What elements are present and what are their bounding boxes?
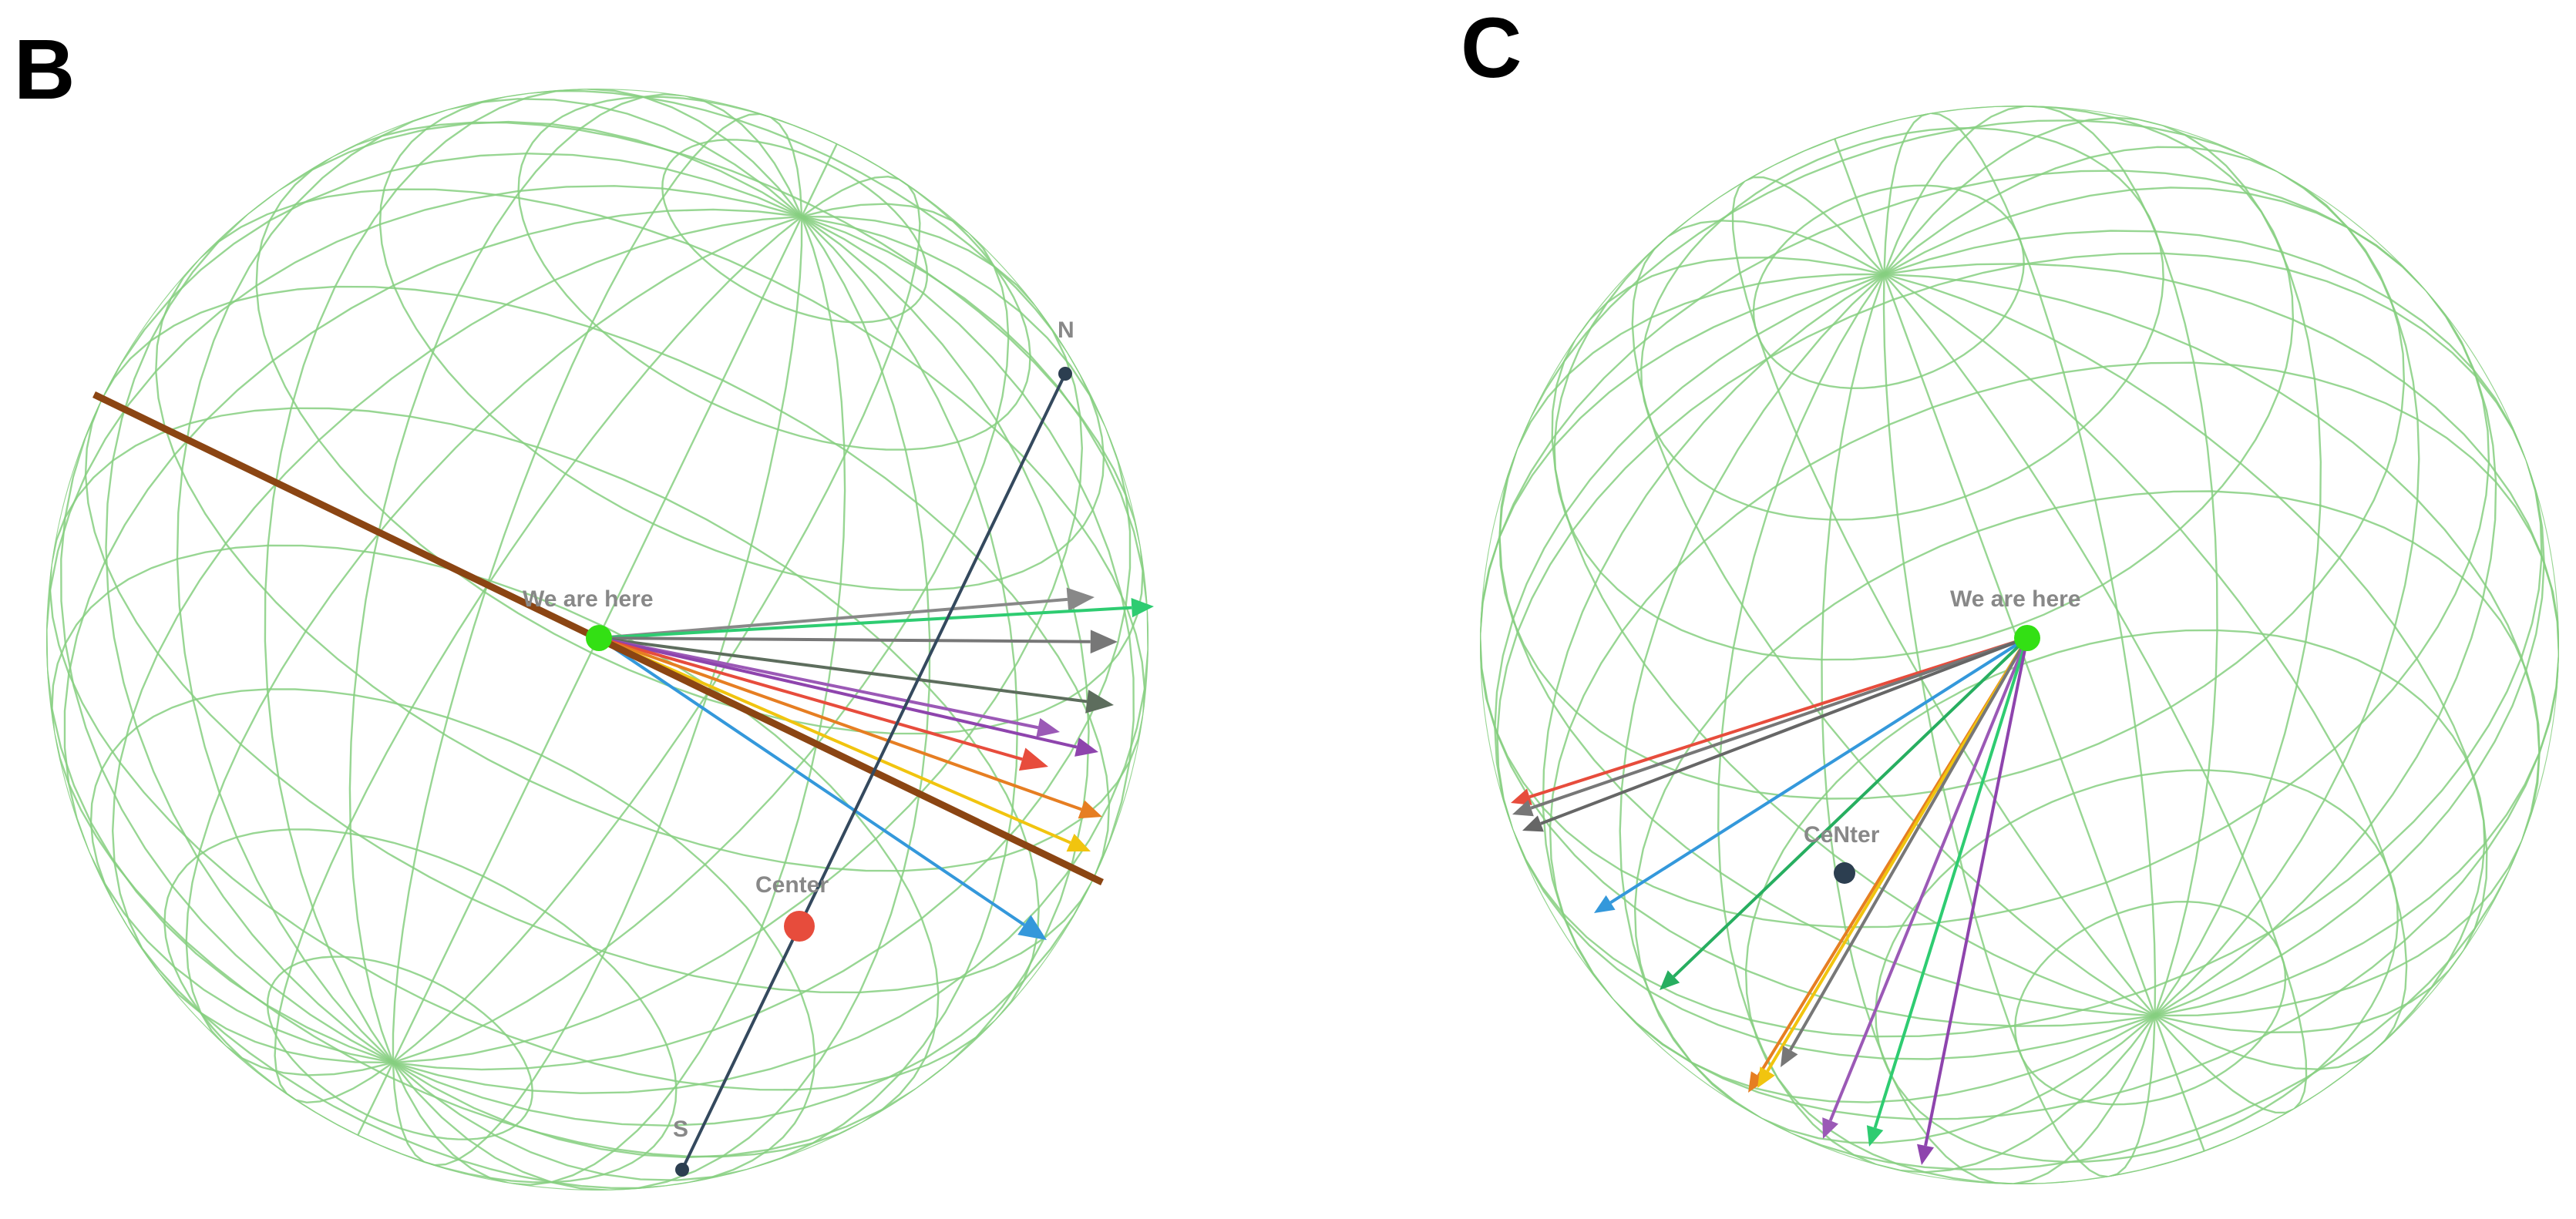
vector-c-1-shaft [1528, 636, 2028, 799]
vector-c-2-head [1512, 800, 1534, 817]
here-marker-b [586, 625, 612, 651]
south-label: S [673, 1117, 688, 1142]
here-label-c: We are here [1950, 586, 2081, 612]
vector-b-3-shaft [598, 636, 1091, 643]
vector-c-1-head [1511, 788, 1532, 805]
vector-b-10-head [1017, 915, 1047, 940]
vector-c-7-head [1757, 1066, 1775, 1088]
sphere-wireframe-c [1480, 106, 2559, 1184]
vector-b-1-head [1066, 587, 1095, 612]
direction-vectors-b [597, 587, 1154, 940]
north-label: N [1058, 317, 1074, 343]
vector-c-5-shaft [1673, 636, 2029, 978]
north-pole-marker [1058, 367, 1072, 381]
vector-c-10-head [1866, 1125, 1884, 1147]
vector-c-5-head [1660, 970, 1680, 990]
vector-c-4-shaft [1609, 636, 2029, 904]
panel-letter-c: C [1461, 1, 1522, 96]
vector-b-2-shaft [598, 606, 1132, 640]
sphere-wireframe-b [46, 89, 1148, 1190]
vector-c-10-shaft [1873, 637, 2029, 1129]
center-label-c: CeNter [1804, 822, 1880, 848]
vector-b-7-head [1018, 747, 1048, 771]
vector-b-8-head [1078, 800, 1102, 819]
vector-c-4-head [1594, 895, 1616, 913]
center-label-b: Center [755, 872, 829, 898]
wireframe-b-meridian [46, 185, 1148, 1094]
vector-c-8-shaft [1789, 637, 2029, 1051]
vector-b-7-shaft [598, 636, 1023, 761]
vector-c-2-shaft [1530, 636, 2028, 810]
panel-b: B N S Center We are here [14, 22, 1154, 1190]
vector-b-9-head [1066, 833, 1091, 852]
here-label-b: We are here [523, 586, 654, 612]
vector-b-5-shaft [598, 636, 1039, 730]
vector-b-9-shaft [598, 636, 1071, 845]
vector-c-9-head [1822, 1117, 1839, 1139]
vector-b-8-shaft [598, 636, 1082, 811]
vector-c-3-head [1522, 815, 1544, 832]
vector-b-4-shaft [598, 636, 1088, 704]
panel-c: C CeNter We are here [1461, 1, 2559, 1184]
vector-b-6-head [1074, 737, 1098, 757]
panel-letter-b: B [14, 22, 75, 117]
vector-c-9-shaft [1828, 637, 2029, 1122]
vector-c-8-head [1781, 1046, 1798, 1067]
vector-c-7-shaft [1766, 636, 2029, 1073]
vector-b-5-head [1036, 717, 1060, 737]
south-pole-marker [675, 1163, 689, 1177]
vector-c-11-head [1917, 1143, 1935, 1165]
center-marker-c [1834, 862, 1855, 884]
here-marker-c [2014, 625, 2040, 651]
vector-b-10-shaft [597, 636, 1025, 926]
wireframe-c-meridian [1542, 186, 2497, 1103]
vector-b-6-shaft [598, 636, 1078, 749]
vector-c-11-shaft [1924, 637, 2029, 1147]
vector-b-3-head [1090, 630, 1118, 654]
rotation-axis [681, 373, 1067, 1170]
vector-b-2-head [1131, 598, 1154, 618]
vector-b-4-head [1085, 690, 1114, 714]
vector-c-6-head [1748, 1071, 1766, 1093]
vector-c-3-shaft [1540, 636, 2028, 825]
vector-b-1-shaft [598, 597, 1068, 640]
direction-vectors-c [1511, 636, 2029, 1165]
center-marker-b [784, 911, 815, 942]
